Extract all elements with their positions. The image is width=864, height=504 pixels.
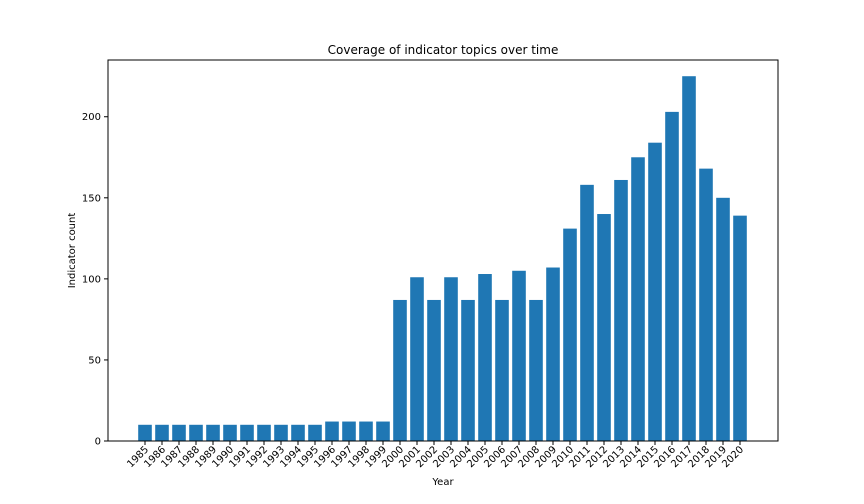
bar-2002 — [427, 299, 441, 441]
bar-1991 — [240, 424, 254, 441]
bar-2008 — [529, 299, 543, 441]
bar-1988 — [189, 424, 203, 441]
y-axis: 0 50 100 150 200 — [82, 112, 108, 448]
bar-1987 — [172, 424, 186, 441]
y-tick-label: 50 — [88, 355, 101, 366]
bar-2016 — [665, 111, 679, 441]
bar-1990 — [223, 424, 237, 441]
bar-2000 — [393, 299, 407, 441]
bar-2013 — [614, 179, 628, 441]
bar-2011 — [580, 184, 594, 441]
bar-1996 — [325, 421, 339, 441]
bar-2015 — [648, 142, 662, 441]
bar-2019 — [716, 197, 730, 441]
bar-1992 — [257, 424, 271, 441]
bar-2017 — [682, 76, 696, 442]
bar-2006 — [495, 299, 509, 441]
bar-2018 — [699, 168, 713, 441]
bar-2010 — [563, 228, 577, 441]
bar-2005 — [478, 274, 492, 441]
x-axis-label: Year — [431, 477, 454, 488]
bar-2001 — [410, 277, 424, 441]
bar-2012 — [597, 214, 611, 441]
bar-2014 — [631, 157, 645, 441]
bar-2007 — [512, 270, 526, 441]
bar-1989 — [206, 424, 220, 441]
bar-1998 — [359, 421, 373, 441]
bar-2020 — [733, 215, 747, 441]
y-tick-label: 0 — [95, 437, 101, 448]
chart-title: Coverage of indicator topics over time — [328, 43, 559, 57]
bar-1999 — [376, 421, 390, 441]
bar-1985 — [138, 424, 152, 441]
bar-1986 — [155, 424, 169, 441]
bar-2004 — [461, 299, 475, 441]
bar-1995 — [308, 424, 322, 441]
bar-1993 — [274, 424, 288, 441]
x-axis: 1985198619871988198919901991199219931994… — [125, 441, 746, 470]
y-tick-label: 100 — [82, 274, 101, 285]
bar-2009 — [546, 267, 560, 441]
bars-group — [138, 76, 747, 442]
plot-frame — [107, 59, 779, 442]
bar-1997 — [342, 421, 356, 441]
y-axis-label: Indicator count — [67, 213, 78, 289]
bar-1994 — [291, 424, 305, 441]
y-tick-label: 200 — [82, 112, 101, 123]
bar-2003 — [444, 277, 458, 441]
y-tick-label: 150 — [82, 193, 101, 204]
